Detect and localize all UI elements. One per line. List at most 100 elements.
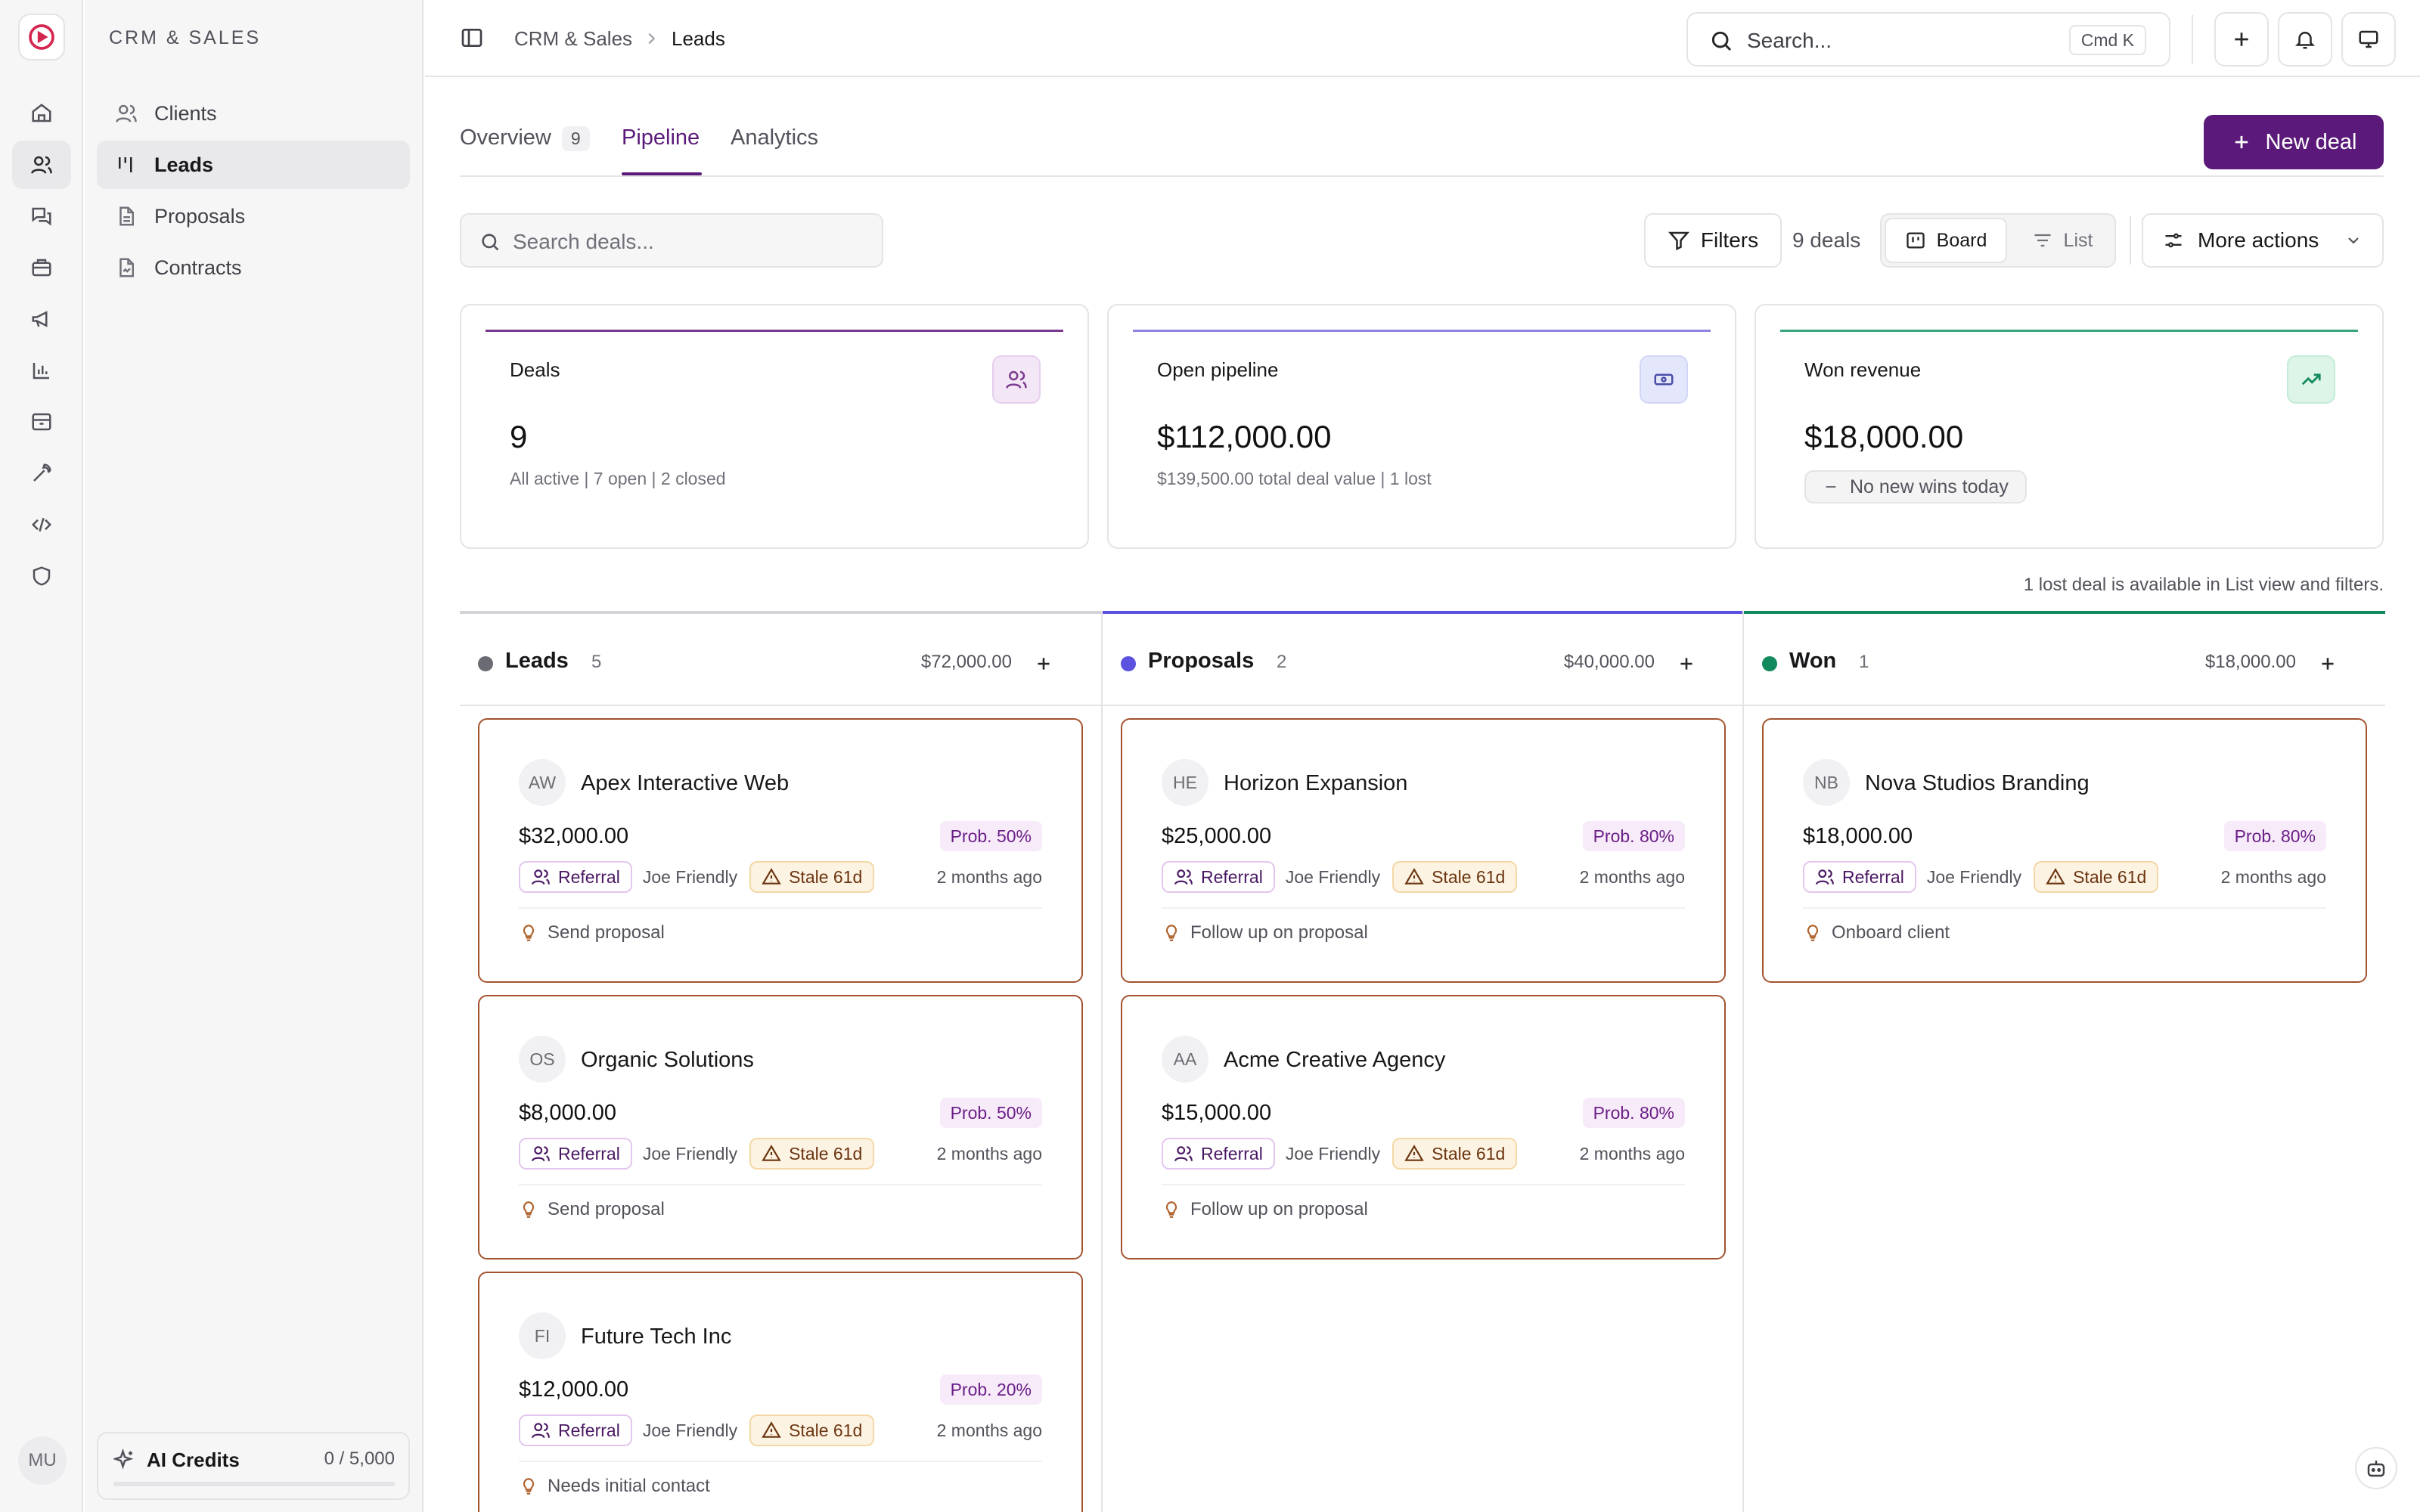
sidebar-item-proposals[interactable]: Proposals	[97, 192, 410, 240]
source-badge: Referral	[519, 1138, 632, 1170]
source-label: Referral	[1201, 1143, 1263, 1163]
pipeline-column-won: Won 1 $18,000.00 NB Nova Studios Branding $18…	[1744, 611, 2385, 1512]
tab-overview[interactable]: Overview 9	[460, 125, 590, 151]
deal-card[interactable]: OS Organic Solutions $8,000.00 Prob. 50% Ref…	[478, 995, 1083, 1259]
deal-updated-time: 2 months ago	[936, 1420, 1042, 1440]
column-accent-line	[460, 611, 1101, 614]
view-board-button[interactable]: Board	[1885, 218, 2007, 263]
filters-button[interactable]: Filters	[1644, 213, 1782, 268]
user-avatar[interactable]: MU	[18, 1436, 67, 1485]
home-icon[interactable]	[12, 89, 71, 138]
stale-badge: Stale 61d	[749, 1414, 875, 1446]
column-amount: $18,000.00	[2204, 652, 2296, 672]
deal-title: Future Tech Inc	[581, 1325, 732, 1349]
source-label: Referral	[1201, 866, 1263, 887]
divider	[460, 175, 2384, 177]
next-action-label: Send proposal	[548, 1199, 665, 1219]
search-icon	[1711, 31, 1732, 51]
new-deal-button[interactable]: New deal	[2204, 115, 2384, 169]
view-list-button[interactable]: List	[2012, 218, 2113, 263]
warning-icon	[1404, 867, 1424, 887]
tab-pipeline[interactable]: Pipeline	[622, 125, 700, 150]
deal-amount: $8,000.00	[519, 1101, 617, 1125]
bell-icon	[2294, 32, 2316, 49]
status-badge-label: No new wins today	[1850, 476, 2009, 497]
column-title: Proposals	[1148, 649, 1255, 673]
archive-icon[interactable]	[12, 398, 71, 446]
stat-card-deals: Deals 9 All active | 7 open | 2 closed	[460, 304, 1089, 549]
app-logo-icon[interactable]	[18, 14, 65, 60]
ai-credits-label: AI Credits	[147, 1448, 240, 1471]
chevron-down-icon	[2348, 237, 2360, 244]
users-icon	[1174, 867, 1193, 887]
deal-card[interactable]: AA Acme Creative Agency $15,000.00 Prob. 80…	[1121, 995, 1726, 1259]
sidebar-toggle-icon[interactable]	[460, 26, 484, 50]
add-deal-plus-icon[interactable]	[1671, 649, 1702, 679]
sidebar-item-contracts[interactable]: Contracts	[97, 243, 410, 292]
wrench-icon[interactable]	[12, 449, 71, 497]
notifications-button[interactable]	[2278, 12, 2332, 67]
deal-meta: Referral Joe Friendly Stale 61d 2 months ag…	[1162, 860, 1685, 894]
company-avatar: AW	[519, 759, 566, 806]
deal-card[interactable]: NB Nova Studios Branding $18,000.00 Prob. 8…	[1762, 718, 2367, 983]
stale-badge: Stale 61d	[1392, 861, 1518, 893]
users-icon	[531, 867, 551, 887]
users-icon[interactable]	[12, 141, 71, 189]
probability-badge: Prob. 80%	[1582, 821, 1685, 851]
deal-meta: Referral Joe Friendly Stale 61d 2 months ag…	[1803, 860, 2326, 894]
stale-label: Stale 61d	[1432, 866, 1506, 887]
users-icon	[116, 104, 137, 122]
banknote-icon	[1640, 355, 1688, 404]
megaphone-icon[interactable]	[12, 295, 71, 343]
more-actions-button[interactable]: More actions	[2142, 213, 2384, 268]
ai-credits-widget[interactable]: AI Credits 0 / 5,000	[97, 1432, 410, 1500]
deal-owner: Joe Friendly	[642, 1420, 738, 1440]
deal-title: Acme Creative Agency	[1224, 1048, 1446, 1072]
display-button[interactable]	[2341, 12, 2396, 67]
deal-card[interactable]: AW Apex Interactive Web $32,000.00 Prob. 50…	[478, 718, 1083, 983]
users-icon	[531, 1144, 551, 1163]
company-avatar: OS	[519, 1036, 566, 1083]
add-button[interactable]	[2214, 12, 2269, 67]
source-badge: Referral	[1162, 1138, 1275, 1170]
next-action: Onboard client	[1803, 918, 1950, 948]
code-icon[interactable]	[12, 500, 71, 549]
lightbulb-icon	[519, 923, 538, 943]
add-deal-plus-icon[interactable]	[2313, 649, 2343, 679]
deal-amount: $15,000.00	[1162, 1101, 1272, 1125]
stale-badge: Stale 61d	[2034, 861, 2159, 893]
messages-icon[interactable]	[12, 192, 71, 240]
next-action: Send proposal	[519, 1194, 665, 1225]
divider	[1803, 907, 2326, 909]
lightbulb-icon	[1162, 923, 1181, 943]
stale-badge: Stale 61d	[749, 861, 875, 893]
plus-icon	[2235, 135, 2248, 149]
tab-label: Overview	[460, 125, 551, 150]
assistant-button[interactable]	[2355, 1447, 2397, 1489]
pipeline-column-proposals: Proposals 2 $40,000.00 HE Horizon Expansion $…	[1103, 611, 1744, 1512]
probability-badge: Prob. 20%	[939, 1374, 1042, 1405]
column-amount: $72,000.00	[920, 652, 1012, 672]
sidebar-item-leads[interactable]: Leads	[97, 141, 410, 189]
sidebar-item-label: Leads	[154, 153, 214, 176]
column-amount: $40,000.00	[1563, 652, 1655, 672]
view-list-label: List	[2063, 229, 2093, 251]
deal-updated-time: 2 months ago	[1579, 1143, 1685, 1163]
deal-card[interactable]: HE Horizon Expansion $25,000.00 Prob. 80% Re…	[1121, 718, 1726, 983]
bar-chart-icon[interactable]	[12, 346, 71, 395]
tab-analytics[interactable]: Analytics	[731, 125, 819, 150]
briefcase-icon[interactable]	[12, 243, 71, 292]
shield-icon[interactable]	[12, 552, 71, 600]
deal-search-input[interactable]: Search deals...	[460, 213, 883, 268]
add-deal-plus-icon[interactable]	[1028, 649, 1059, 679]
users-icon	[992, 355, 1041, 404]
sidebar-item-clients[interactable]: Clients	[97, 89, 410, 138]
status-badge: No new wins today	[1804, 470, 2027, 503]
next-action: Send proposal	[519, 918, 665, 948]
column-count: 1	[1859, 652, 1869, 672]
global-search-input[interactable]: Search... Cmd K	[1686, 12, 2170, 67]
company-avatar: HE	[1162, 759, 1208, 806]
breadcrumb-crm-sales[interactable]: CRM & Sales	[514, 27, 633, 50]
deal-card[interactable]: FI Future Tech Inc $12,000.00 Prob. 20% Refe…	[478, 1272, 1083, 1512]
warning-icon	[762, 867, 781, 887]
